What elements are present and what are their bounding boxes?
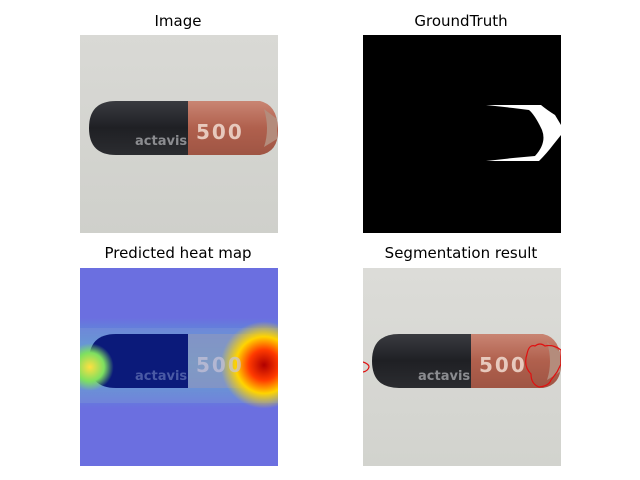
heat-map-brand: actavis xyxy=(135,369,187,384)
image-panel: actavis 500 xyxy=(80,35,278,233)
edge-contour xyxy=(363,361,370,373)
segmentation-dose: 500 xyxy=(479,353,527,377)
title-segmentation: Segmentation result xyxy=(384,244,538,262)
heat-map-panel: 500 actavis xyxy=(80,268,278,466)
segmentation-panel: actavis 500 xyxy=(363,268,561,466)
capsule-body xyxy=(188,101,278,155)
heat-map: 500 actavis xyxy=(80,268,278,466)
segmentation-image: actavis 500 xyxy=(363,268,561,466)
defect-contour xyxy=(525,343,561,388)
capsule-photo: actavis 500 xyxy=(80,35,278,233)
capsule-cap xyxy=(89,101,188,155)
heat-map-dose: 500 xyxy=(196,353,244,377)
capsule-damage xyxy=(264,109,277,147)
title-image: Image xyxy=(154,12,202,30)
title-ground-truth: GroundTruth xyxy=(414,12,508,30)
ground-truth-mask xyxy=(363,35,561,233)
capsule-brand: actavis xyxy=(135,134,187,149)
title-heat-map: Predicted heat map xyxy=(104,244,252,262)
defect-mask xyxy=(486,105,561,161)
ground-truth-panel xyxy=(363,35,561,233)
segmentation-brand: actavis xyxy=(418,369,470,384)
capsule-dose: 500 xyxy=(196,120,244,144)
